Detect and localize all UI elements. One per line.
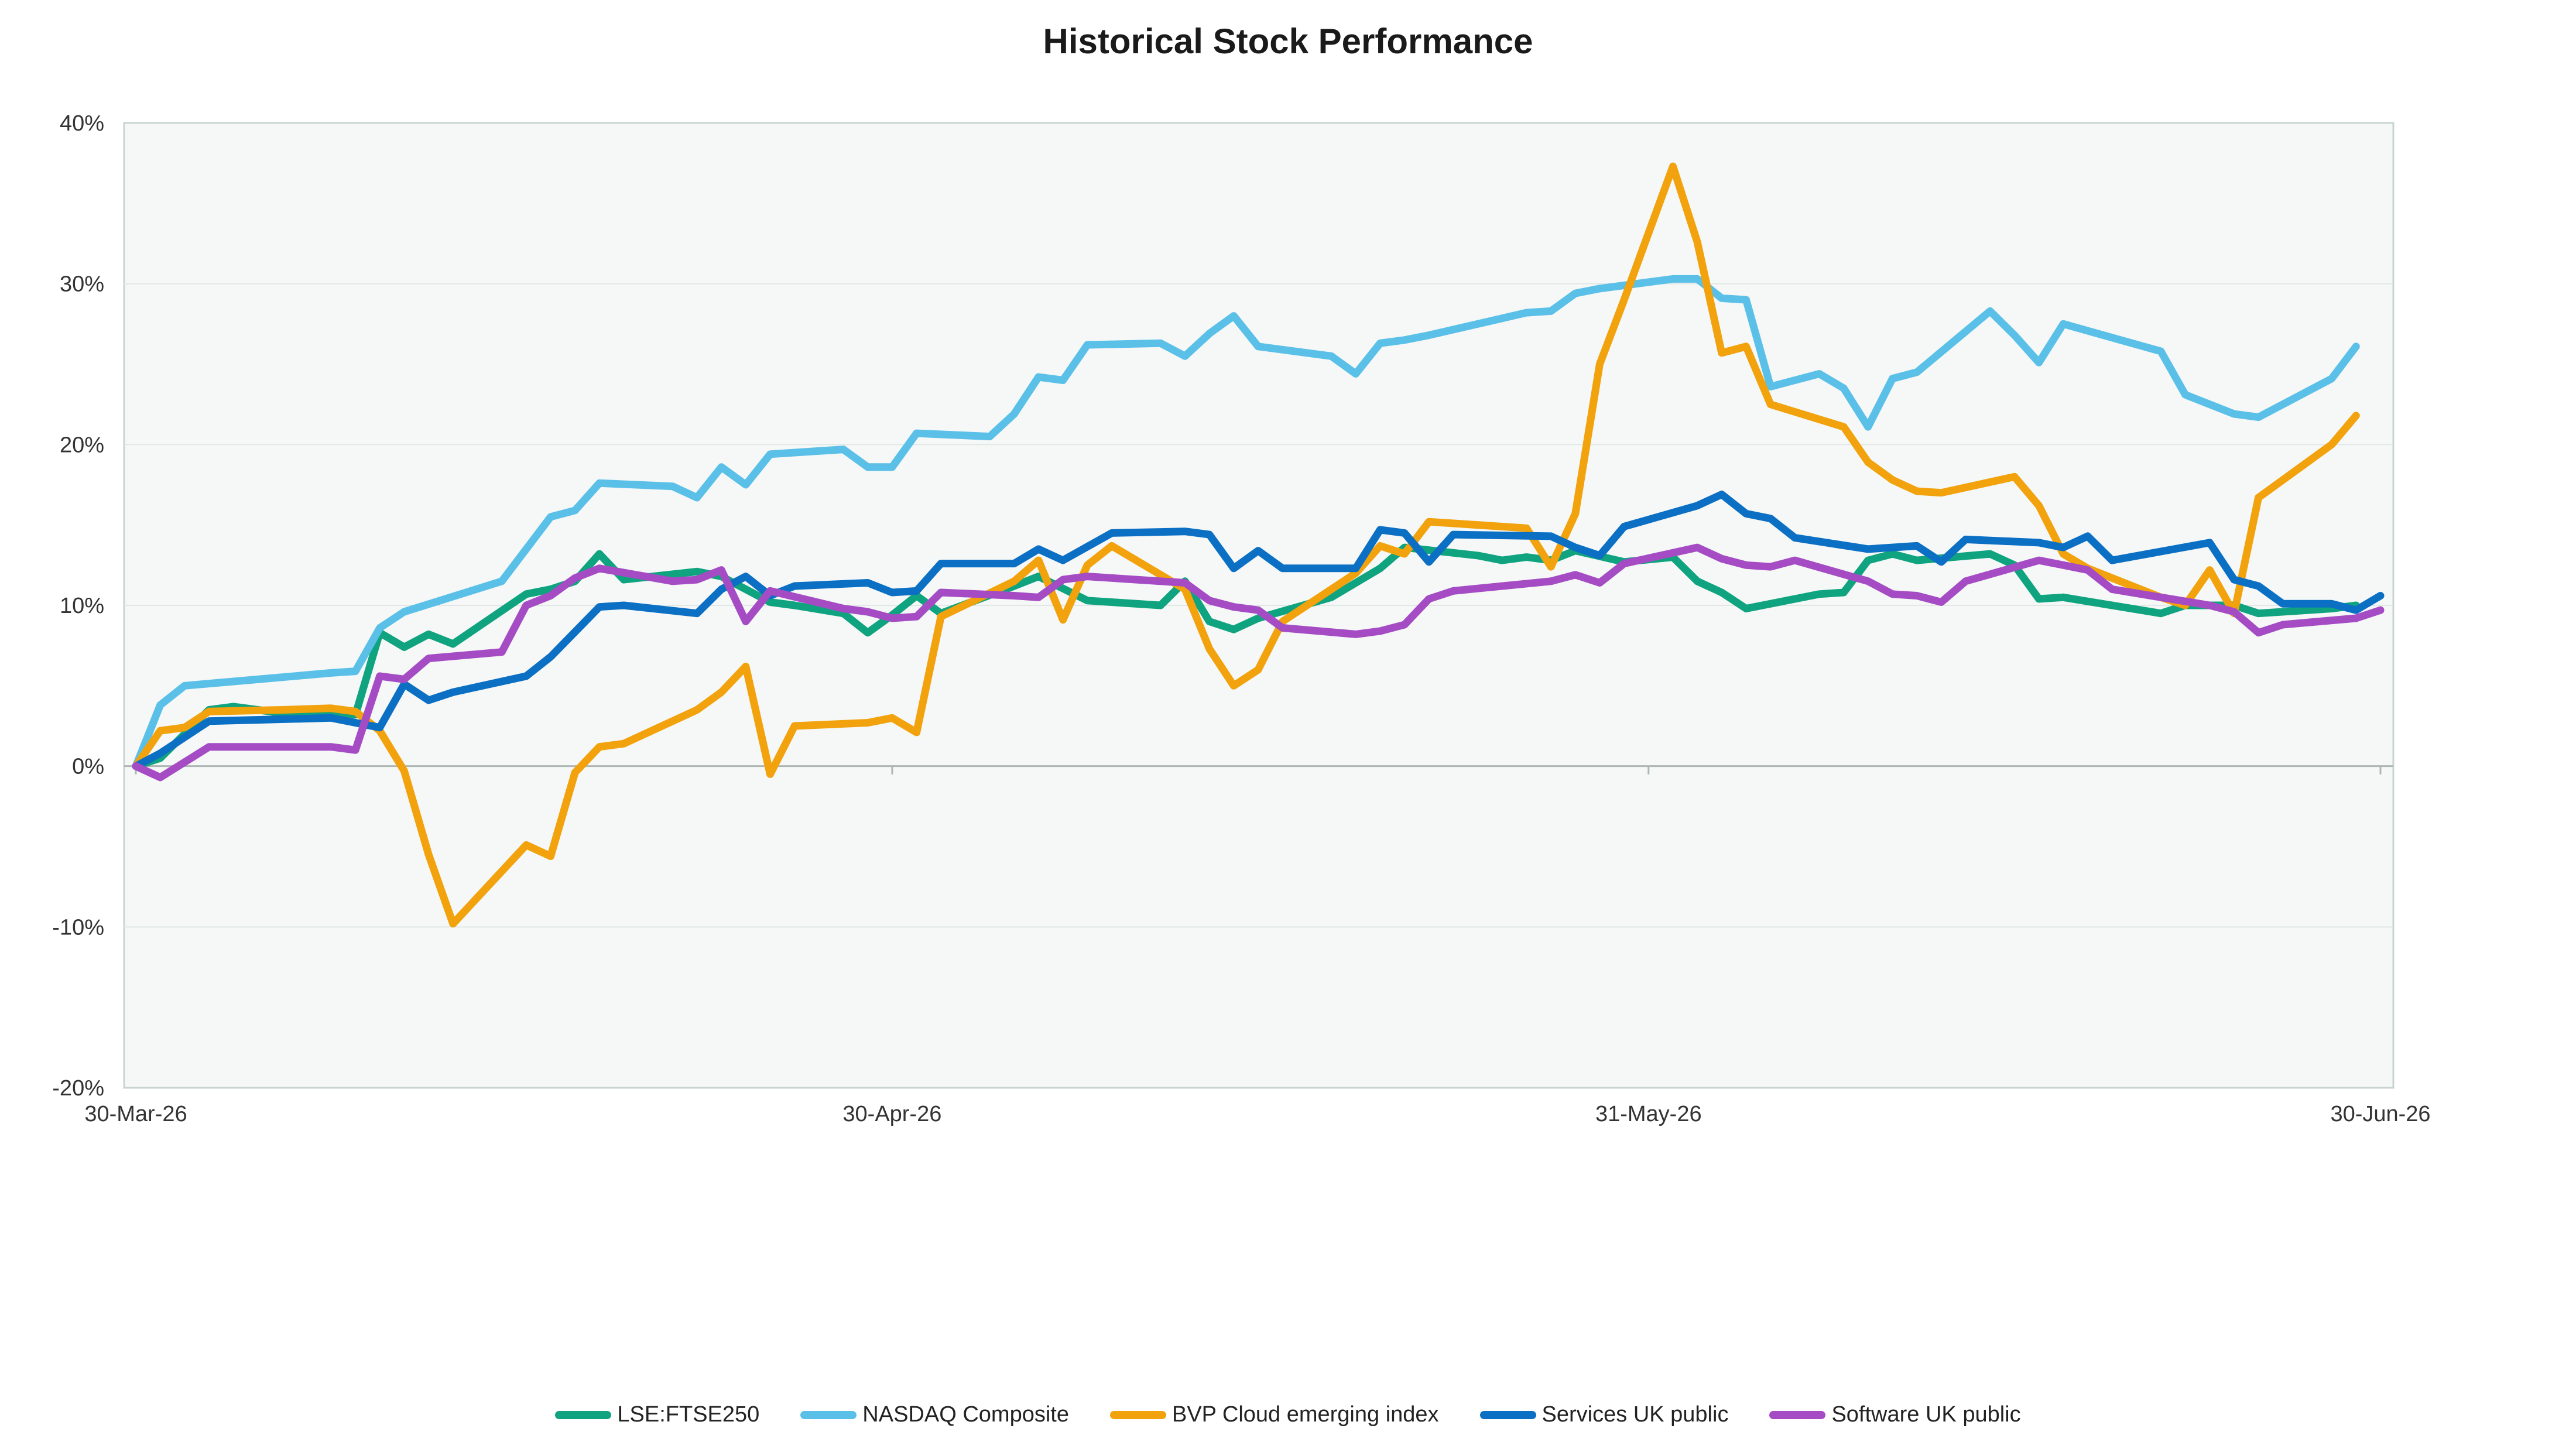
legend-label: NASDAQ Composite [862,1402,1069,1427]
chart-legend: LSE:FTSE250 NASDAQ Composite BVP Cloud eme… [0,1402,2576,1427]
series-line-0 [132,543,2360,770]
legend-swatch [800,1410,857,1419]
x-tick-label: 30-Apr-26 [842,1102,941,1126]
legend-label: LSE:FTSE250 [617,1402,760,1427]
legend-item-0: LSE:FTSE250 [555,1402,759,1427]
x-tick-label: 30-Mar-26 [84,1102,187,1126]
y-tick-label: 30% [60,272,104,297]
chart-title: Historical Stock Performance [1043,22,1533,61]
legend-label: Services UK public [1542,1402,1729,1427]
series-line-3 [132,491,2385,770]
y-tick-label: 0% [72,755,104,779]
legend-swatch [555,1410,612,1419]
legend-swatch [1479,1410,1536,1419]
legend-item-2: BVP Cloud emerging index [1109,1402,1439,1427]
y-tick-label: 20% [60,433,104,457]
x-tick-label: 31-May-26 [1595,1102,1702,1126]
legend-swatch [1769,1410,1826,1419]
y-tick-label: -20% [52,1076,104,1101]
legend-label: Software UK public [1831,1402,2021,1427]
legend-label: BVP Cloud emerging index [1171,1402,1439,1427]
x-tick-label: 30-Jun-26 [2330,1102,2430,1126]
series-line-2 [132,162,2360,928]
legend-item-3: Services UK public [1479,1402,1729,1427]
series-line-1 [132,275,2360,770]
series-line-4 [132,543,2385,782]
legend-swatch [1109,1410,1166,1419]
legend-item-1: NASDAQ Composite [800,1402,1069,1427]
y-tick-label: 40% [60,111,104,136]
y-tick-label: 10% [60,594,104,618]
y-tick-label: -10% [52,915,104,940]
legend-item-4: Software UK public [1769,1402,2021,1427]
